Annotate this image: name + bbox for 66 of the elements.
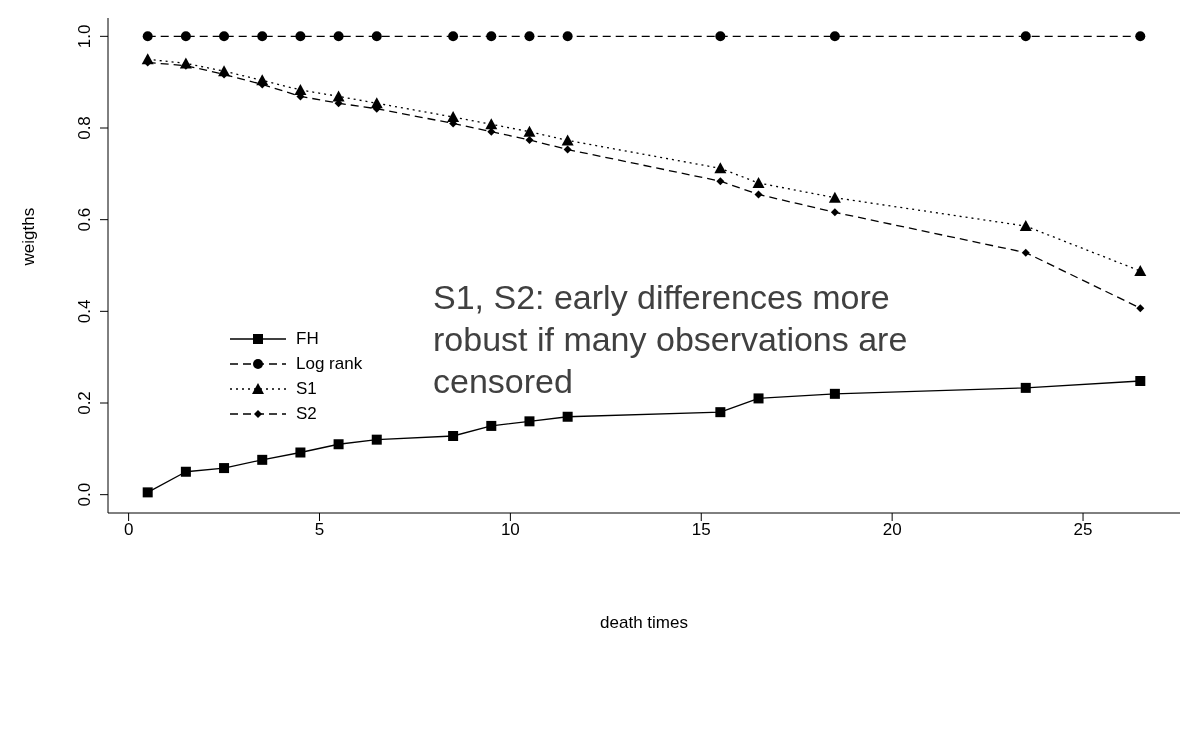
x-axis-title: death times: [600, 613, 688, 632]
point: [486, 31, 497, 42]
point: [714, 162, 727, 174]
point: [448, 31, 459, 42]
point: [1135, 376, 1146, 386]
point: [562, 411, 573, 422]
legend-label: S1: [296, 378, 317, 399]
point: [371, 31, 382, 42]
y-tick-label: 1.0: [75, 24, 94, 49]
legend-label: FH: [296, 328, 319, 349]
y-tick-label: 0.2: [75, 391, 94, 415]
point: [142, 487, 153, 498]
point: [562, 31, 573, 42]
point: [716, 177, 725, 186]
point: [180, 466, 191, 477]
legend-label: S2: [296, 403, 317, 424]
point: [1134, 265, 1147, 276]
point: [715, 407, 726, 418]
x-tick-label: 15: [691, 520, 711, 540]
point: [715, 31, 726, 42]
annotation: S1, S2: early differences more robust if many observations are censored: [433, 277, 909, 402]
point: [219, 463, 230, 474]
point: [753, 393, 764, 404]
point: [524, 31, 535, 42]
point: [828, 191, 841, 203]
point: [295, 31, 306, 42]
point: [1019, 220, 1032, 232]
point: [257, 454, 268, 465]
point: [1021, 248, 1030, 257]
point: [754, 190, 763, 199]
legend-label: Log rank: [296, 353, 363, 374]
point: [1136, 304, 1145, 313]
point: [829, 388, 840, 399]
point: [333, 439, 344, 450]
point: [486, 420, 497, 431]
x-tick-label: 25: [1073, 520, 1093, 540]
point: [1020, 31, 1031, 42]
x-tick-label: 0: [123, 520, 134, 540]
point: [829, 31, 840, 42]
point: [448, 431, 459, 441]
y-tick-label: 0.4: [75, 299, 94, 324]
x-tick-label: 10: [500, 520, 520, 540]
point: [1020, 382, 1031, 393]
point: [525, 135, 534, 144]
point: [752, 177, 765, 188]
x-tick-label: 20: [882, 520, 902, 540]
y-tick-label: 0.6: [75, 207, 94, 232]
point: [830, 208, 839, 217]
point: [523, 125, 536, 137]
point: [333, 31, 344, 42]
y-tick-label: 0.8: [75, 116, 94, 140]
point: [142, 31, 153, 42]
point: [180, 31, 191, 42]
point: [524, 416, 535, 427]
point: [561, 134, 574, 146]
point: [485, 118, 498, 130]
point: [371, 434, 382, 445]
point: [447, 111, 460, 122]
y-tick-label: 0.0: [75, 482, 94, 507]
point: [1135, 31, 1146, 42]
point: [257, 31, 268, 42]
point: [219, 31, 230, 42]
x-tick-label: 5: [314, 520, 325, 540]
y-axis-title: weigths: [19, 207, 39, 267]
point: [295, 447, 306, 458]
point: [563, 145, 572, 154]
